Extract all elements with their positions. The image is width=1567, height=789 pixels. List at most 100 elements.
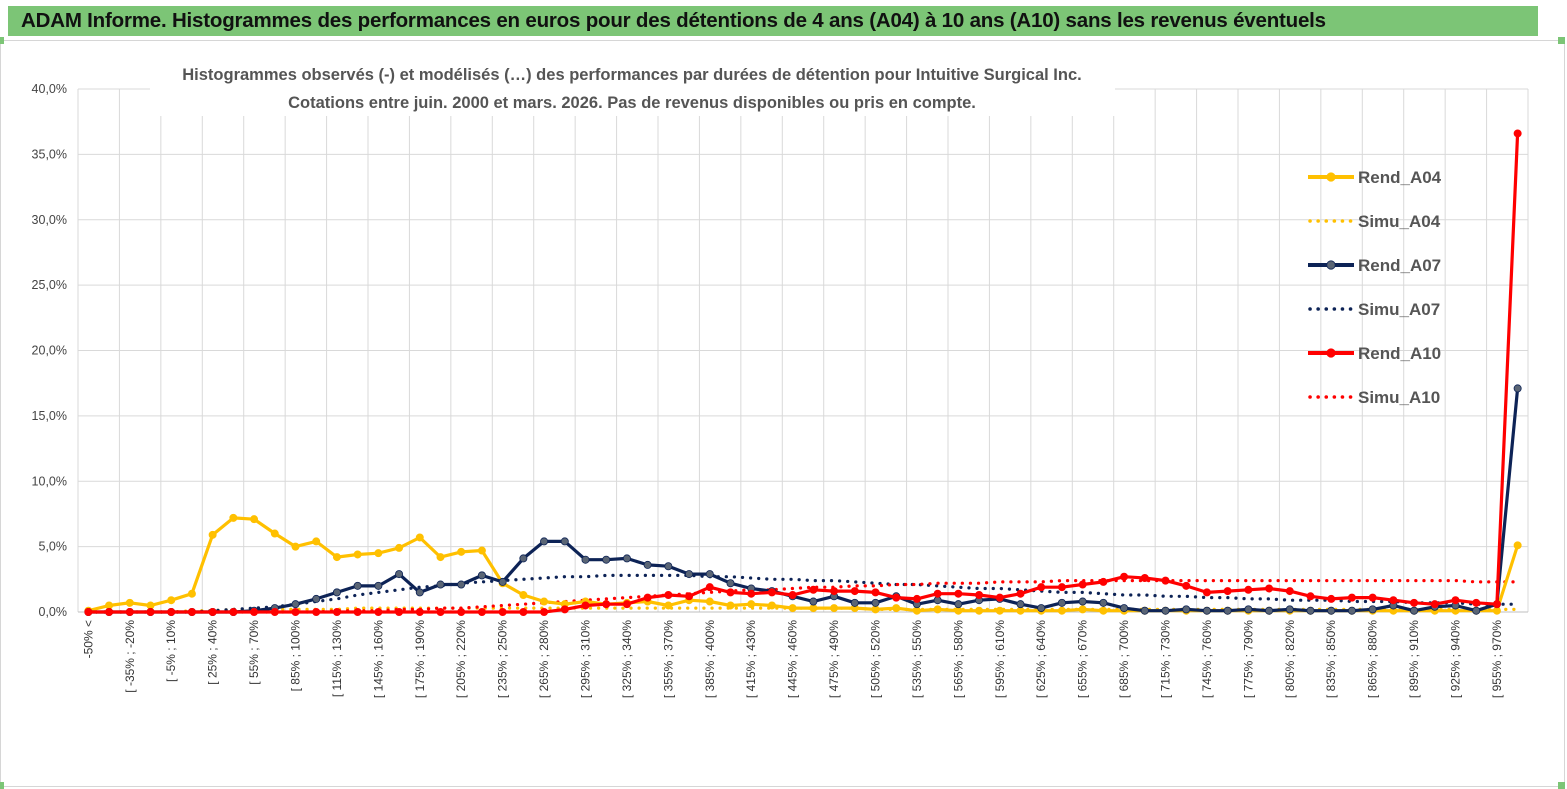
legend-entry: Simu_A10 [1308,388,1440,407]
y-tick-label: 25,0% [32,278,67,292]
x-tick-label: [ 355% ; 370% [661,620,675,698]
data-point [498,608,507,617]
data-point [1347,606,1356,615]
x-tick-label: [ 55% ; 70% [247,620,261,685]
resize-handle[interactable] [0,37,4,44]
legend-marker [1326,348,1336,358]
data-point [954,600,963,609]
resize-handle[interactable] [0,782,4,789]
data-point [850,587,859,596]
data-point [353,581,362,590]
data-point [1140,606,1149,615]
data-point [954,589,963,598]
resize-handle[interactable] [1558,782,1565,789]
data-point [850,598,859,607]
data-point [705,570,714,579]
data-point [1513,129,1522,138]
resize-handle[interactable] [1558,37,1565,44]
data-point [270,529,279,538]
x-tick-label: [ 475% ; 490% [827,620,841,698]
data-point [477,571,486,580]
data-point [250,608,259,617]
data-point [436,580,445,589]
x-tick-label: [ 175% ; 190% [413,620,427,698]
data-point [374,581,383,590]
x-tick-label: [ 715% ; 730% [1159,620,1173,698]
data-point [125,608,134,617]
data-point [1327,594,1336,603]
x-tick-label: [ 925% ; 940% [1449,620,1463,698]
report-title: ADAM Informe. Histogrammes des performan… [8,6,1538,36]
data-point [1347,593,1356,602]
x-tick-label: [ 745% ; 760% [1200,620,1214,698]
data-point [540,597,549,606]
x-tick-label: [ 895% ; 910% [1407,620,1421,698]
data-point [747,600,756,609]
data-point [1410,598,1419,607]
data-point [436,608,445,617]
data-point [1306,606,1315,615]
y-tick-label: 10,0% [32,474,67,488]
data-point [332,553,341,562]
data-point [146,601,155,610]
y-tick-label: 0,0% [39,605,68,619]
x-tick-label: [ 205% ; 220% [454,620,468,698]
data-point [622,600,631,609]
data-point [1492,600,1501,609]
x-tick-label: [ 295% ; 310% [579,620,593,698]
data-point [809,597,818,606]
x-tick-label: [ 505% ; 520% [869,620,883,698]
x-tick-label: [ 865% ; 880% [1366,620,1380,698]
x-tick-label: [ 385% ; 400% [703,620,717,698]
data-point [187,608,196,617]
data-point [1285,587,1294,596]
series-rend-a07 [84,384,1522,617]
data-point [1223,606,1232,615]
data-point [1037,604,1046,613]
x-tick-label: [ -5% ; 10% [164,620,178,682]
data-point [436,553,445,562]
y-tick-label: 40,0% [32,82,67,96]
x-tick-label: [ 685% ; 700% [1117,620,1131,698]
data-point [1492,606,1501,615]
data-point [912,606,921,615]
x-tick-label: [ 145% ; 160% [371,620,385,698]
data-point [291,608,300,617]
data-point [975,606,984,615]
data-point [167,596,176,605]
x-tick-label: [ -35% ; -20% [123,620,137,693]
x-tick-label: [ 955% ; 970% [1490,620,1504,698]
data-point [1099,606,1108,615]
x-tick-label: [ 625% ; 640% [1034,620,1048,698]
legend-entry: Simu_A04 [1308,212,1441,231]
data-point [747,589,756,598]
data-point [664,562,673,571]
data-point [353,608,362,617]
data-point [415,588,424,597]
data-point [1057,598,1066,607]
data-point [477,608,486,617]
chart-title-line2: Cotations entre juin. 2000 et mars. 2026… [288,94,976,112]
data-point [125,598,134,607]
data-point [146,608,155,617]
data-point [830,604,839,613]
x-tick-label: [ 265% ; 280% [537,620,551,698]
data-point [995,606,1004,615]
data-point [1306,592,1315,601]
data-point [1451,596,1460,605]
data-point [1182,605,1191,614]
chart-frame [0,40,1565,787]
data-point [581,555,590,564]
data-point [105,608,114,617]
legend-label: Simu_A04 [1358,212,1441,231]
legend-label: Simu_A10 [1358,388,1440,407]
x-tick-label: [ 325% ; 340% [620,620,634,698]
x-tick-label: [ 565% ; 580% [951,620,965,698]
data-point [457,608,466,617]
data-point [291,542,300,551]
data-point [395,608,404,617]
data-point [767,588,776,597]
data-point [1140,574,1149,583]
series-line [88,133,1520,614]
data-point [1016,589,1025,598]
